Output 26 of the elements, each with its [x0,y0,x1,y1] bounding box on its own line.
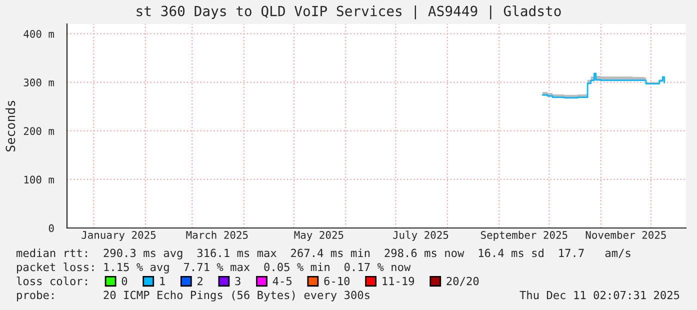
x-tick-label: May 2025 [294,231,344,241]
text: median rtt: 290.3 ms avg 316.1 ms max 267.4 ms min 298.6 ms now 16.4 ms sd 17.7 am/s [16,248,630,260]
legend-label: 20/20 [446,276,479,286]
legend-label: 1 [160,276,165,286]
legend-label: 6-10 [324,276,350,286]
y-axis-title: Seconds [5,100,16,152]
chart-title: st 360 Days to QLD VoIP Services | AS9449 | Gladsto [136,5,561,20]
y-tick-label: 200 m [24,127,54,135]
y-tick-label: 0 [48,224,54,232]
x-tick-label: September 2025 [480,230,568,241]
x-tick-label: July 2025 [393,230,448,241]
legend-label: 11-19 [382,276,414,286]
text: Thu Dec 11 02:07:31 2025 [520,290,680,300]
text: probe: 20 ICMP Echo Pings (56 Bytes) every 300s [17,290,370,302]
legend-label: 0 [122,276,128,286]
legend-label: 3 [235,276,240,286]
legend-title: loss color: [16,276,87,286]
legend-label: 2 [198,276,202,286]
x-tick-label: January 2025 [82,231,156,241]
x-tick-label: November 2025 [586,230,666,239]
y-tick-label: 300 m [24,78,54,86]
legend-label: 4-5 [272,276,292,286]
text: packet loss: 1.15 % avg 7.71 % max 0.05 % min 0.17 % now [17,262,411,274]
y-tick-label: 100 m [24,176,54,184]
x-tick-label: March 2025 [186,230,248,239]
y-tick-label: 400 m [24,30,54,38]
